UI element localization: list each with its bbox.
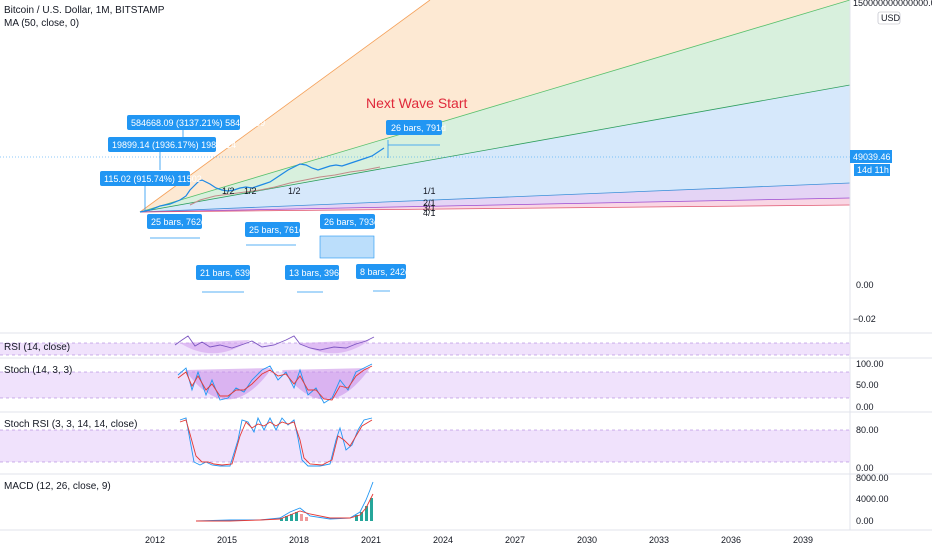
price-axis-neg: −0.02 (853, 314, 876, 324)
ma-line (189, 166, 381, 206)
rsi-cup-1 (180, 340, 250, 354)
stochrsi-tick-0: 0.00 (856, 463, 874, 473)
callout-c6-text: 25 bars, 761d (249, 225, 304, 235)
headline-annotation: Next Wave Start (366, 95, 468, 111)
x-tick-2024: 2024 (433, 535, 453, 545)
callout-c5: 25 bars, 762d (147, 214, 206, 239)
x-tick-2015: 2015 (217, 535, 237, 545)
x-tick-2021: 2021 (361, 535, 381, 545)
rsi-title[interactable]: RSI (14, close) (4, 342, 70, 353)
x-tick-2036: 2036 (721, 535, 741, 545)
stoch-cup-2 (282, 368, 370, 400)
price-axis-top: 150000000000000.00 (853, 0, 932, 8)
stoch-cup-1 (185, 368, 272, 400)
callout-c9: 13 bars, 396d (285, 265, 344, 293)
fan-label-6: 3/1 (423, 203, 436, 213)
x-tick-2012: 2012 (145, 535, 165, 545)
x-tick-2030: 2030 (577, 535, 597, 545)
macd-line (195, 481, 374, 522)
stoch-tick-100: 100.00 (856, 359, 884, 369)
stochrsi-d-line (179, 419, 373, 466)
price-axis-zero: 0.00 (856, 280, 874, 290)
callout-c7-text: 26 bars, 793d (324, 217, 379, 227)
stoch-title[interactable]: Stoch (14, 3, 3) (4, 365, 72, 376)
callout-c8-text: 21 bars, 639d (200, 268, 255, 278)
fan-label-7: 4/1 (423, 208, 436, 218)
callout-c2: 19899.14 (1936.17%) 1989914 (108, 137, 236, 170)
macd-tick-4000: 4000.00 (856, 494, 889, 504)
current-price-tag: 49039.46 (853, 152, 891, 162)
ma-legend[interactable]: MA (50, close, 0) (4, 18, 79, 29)
callout-c3: 115.02 (915.74%) 11502 (100, 171, 202, 212)
stoch-tick-50: 50.00 (856, 380, 879, 390)
x-tick-2027: 2027 (505, 535, 525, 545)
fan-label-2: 1/2 (244, 186, 257, 196)
stoch-tick-0: 0.00 (856, 402, 874, 412)
macd-title[interactable]: MACD (12, 26, close, 9) (4, 481, 111, 492)
fan-line-6 (139, 204, 850, 213)
callout-c5-text: 25 bars, 762d (151, 217, 206, 227)
countdown-tag: 14d 11h (857, 165, 889, 175)
stochrsi-title[interactable]: Stoch RSI (3, 3, 14, 14, close) (4, 419, 137, 430)
rsi-line (174, 335, 375, 351)
callout-c4: 26 bars, 791d (386, 120, 446, 158)
callout-c10-text: 8 bars, 242d (360, 267, 410, 277)
callout-c9-text: 13 bars, 396d (289, 268, 344, 278)
fan-line-2 (139, 0, 850, 213)
callout-c8: 21 bars, 639d (196, 265, 255, 293)
stoch-d-line (177, 365, 373, 401)
fan-label-3: 1/2 (288, 186, 301, 196)
x-tick-2039: 2039 (793, 535, 813, 545)
callout-c3-text: 115.02 (915.74%) 11502 (104, 174, 202, 184)
stochrsi-tick-80: 80.00 (856, 425, 879, 435)
macd-tick-0: 0.00 (856, 516, 874, 526)
gann-fan (139, 0, 850, 213)
currency-badge[interactable]: USD (881, 13, 901, 23)
callout-c2-text: 19899.14 (1936.17%) 1989914 (112, 140, 236, 150)
price-line (139, 147, 385, 213)
callout-c4-text: 26 bars, 791d (391, 123, 446, 133)
rsi-band (0, 343, 850, 355)
fan-line-3 (139, 84, 850, 213)
macd-signal-line (196, 493, 374, 522)
fan-label-1: 1/2 (222, 186, 235, 196)
fan-line-5 (139, 197, 850, 213)
macd-tick-8000: 8000.00 (856, 473, 889, 483)
callout-c10: 8 bars, 242d (356, 264, 410, 292)
fan-line-4 (139, 182, 850, 213)
x-tick-2018: 2018 (289, 535, 309, 545)
x-tick-2033: 2033 (649, 535, 669, 545)
fan-label-5: 2/1 (423, 198, 436, 208)
macd-histogram (280, 498, 373, 521)
stochrsi-band (0, 430, 850, 462)
fan-label-4: 1/1 (423, 186, 436, 196)
x-axis: 2012 2015 2018 2021 2024 2027 2030 2033 2036 2039 (145, 535, 813, 545)
callout-c6: 25 bars, 761d (245, 222, 304, 246)
symbol-title[interactable]: Bitcoin / U.S. Dollar, 1M, BITSTAMP (4, 5, 165, 16)
callout-c7: 26 bars, 793d (319, 214, 379, 259)
callout-c1-text: 584668.09 (3137.21%) 58466809 (131, 118, 265, 128)
stoch-band (0, 372, 850, 398)
